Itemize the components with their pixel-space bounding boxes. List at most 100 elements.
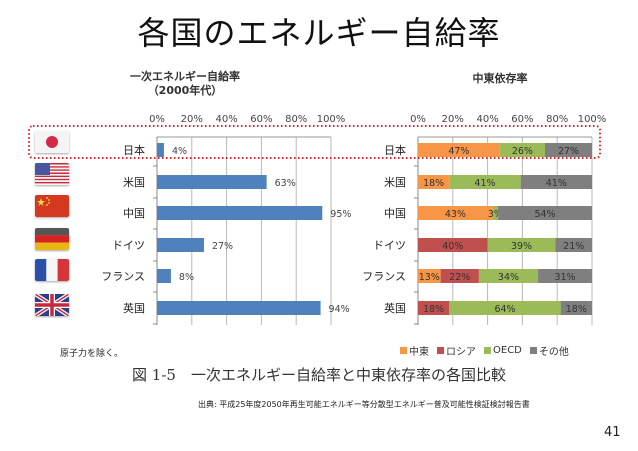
middle-east-dependency-segment: [560, 301, 592, 315]
self-sufficiency-bar: [157, 143, 164, 157]
middle-east-dependency-segment: [545, 143, 592, 157]
self-sufficiency-tick-label: 40%: [215, 114, 237, 125]
middle-east-dependency-segment: [487, 238, 556, 252]
legend-item: OECD: [484, 343, 522, 358]
legend-label: OECD: [493, 345, 522, 356]
self-sufficiency-data-label: 8%: [179, 272, 194, 283]
legend-swatch: [484, 347, 491, 354]
self-sufficiency-data-label: 95%: [330, 209, 351, 220]
middle-east-dependency-category-label: フランス: [362, 270, 406, 283]
self-sufficiency-bar: [157, 301, 321, 315]
middle-east-dependency-segment-label: 18%: [423, 178, 444, 189]
legend-label: 中東: [409, 347, 429, 358]
middle-east-dependency-category-label: ドイツ: [373, 239, 406, 252]
self-sufficiency-chart-title: 一次エネルギー自給率 （2000年代）: [100, 70, 270, 98]
self-sufficiency-data-label: 4%: [172, 146, 187, 157]
middle-east-dependency-tick-label: 80%: [546, 114, 568, 125]
page-title: 各国のエネルギー自給率: [137, 14, 501, 52]
self-sufficiency-title-text: 一次エネルギー自給率: [130, 70, 240, 83]
japan-flag-icon: [35, 131, 69, 153]
chart-legend: 中東 ロシア OECD その他: [400, 343, 569, 358]
middle-east-dependency-segment-label: 43%: [445, 209, 466, 220]
middle-east-dependency-segment-label: 18%: [566, 304, 587, 315]
middle-east-dependency-segment: [555, 238, 592, 252]
self-sufficiency-category-label: 日本: [123, 143, 145, 157]
middle-east-dependency-segment-label: 18%: [423, 304, 444, 315]
middle-east-dependency-tick-label: 20%: [442, 114, 464, 125]
self-sufficiency-category-label: ドイツ: [112, 239, 145, 252]
legend-swatch: [400, 347, 407, 354]
middle-east-dependency-chart-title: 中東依存率: [472, 72, 528, 85]
usa-flag-icon: [35, 163, 69, 185]
middle-east-dependency-segment: [418, 175, 450, 189]
middle-east-dependency-segment-label: 64%: [494, 304, 515, 315]
self-sufficiency-tick-label: 60%: [250, 114, 272, 125]
uk-flag-icon: [35, 294, 69, 316]
middle-east-dependency-segment-label: 41%: [474, 178, 495, 189]
middle-east-dependency-segment-label: 21%: [563, 241, 584, 252]
china-flag-icon: [35, 195, 69, 217]
middle-east-dependency-segment: [492, 206, 499, 220]
figure-caption: 図 1-5 一次エネルギー自給率と中東依存率の各国比較: [132, 366, 506, 384]
middle-east-dependency-segment: [538, 269, 592, 283]
middle-east-dependency-segment-label: 31%: [554, 272, 575, 283]
self-sufficiency-bar: [157, 206, 323, 220]
legend-swatch: [437, 347, 444, 354]
self-sufficiency-tick-label: 20%: [181, 114, 203, 125]
self-sufficiency-data-label: 27%: [212, 241, 233, 252]
self-sufficiency-bar: [157, 238, 204, 252]
self-sufficiency-tick-label: 80%: [285, 114, 307, 125]
self-sufficiency-category-label: 米国: [123, 176, 145, 189]
middle-east-dependency-segment-label: 26%: [512, 146, 533, 157]
germany-flag-icon: [35, 228, 69, 250]
page-number: 41: [604, 425, 621, 440]
self-sufficiency-tick-label: 0%: [149, 114, 165, 125]
middle-east-dependency-segment-label: 3%: [488, 209, 503, 220]
middle-east-dependency-segment-label: 34%: [498, 272, 519, 283]
middle-east-dependency-segment: [449, 175, 521, 189]
middle-east-dependency-segment: [440, 269, 479, 283]
middle-east-dependency-segment: [478, 269, 539, 283]
middle-east-dependency-segment: [418, 269, 441, 283]
source-citation: 出典: 平成25年度2050年再生可能エネルギー等分散型エネルギー普及可能性検証…: [198, 400, 530, 409]
self-sufficiency-subtitle-text: （2000年代）: [147, 84, 223, 97]
middle-east-dependency-category-label: 中国: [384, 207, 406, 220]
self-sufficiency-category-label: 英国: [123, 301, 145, 315]
middle-east-dependency-segment: [418, 206, 493, 220]
middle-east-dependency-tick-label: 100%: [578, 114, 607, 125]
self-sufficiency-data-label: 63%: [275, 178, 296, 189]
middle-east-dependency-segment: [418, 143, 500, 157]
middle-east-dependency-category-label: 米国: [384, 176, 406, 189]
legend-label: その他: [538, 347, 569, 358]
self-sufficiency-bar: [157, 175, 267, 189]
france-flag-icon: [35, 259, 69, 281]
middle-east-dependency-segment-label: 41%: [546, 178, 567, 189]
footnote: 原子力を除く。: [60, 349, 124, 359]
legend-item: ロシア: [437, 343, 476, 358]
middle-east-dependency-segment-label: 13%: [419, 272, 440, 283]
legend-label: ロシア: [446, 347, 476, 358]
self-sufficiency-category-label: 中国: [123, 207, 145, 220]
middle-east-dependency-segment-label: 54%: [534, 209, 555, 220]
self-sufficiency-data-label: 94%: [329, 304, 350, 315]
legend-item: その他: [529, 343, 569, 358]
middle-east-dependency-segment: [520, 175, 592, 189]
middle-east-dependency-category-label: 英国: [384, 301, 406, 315]
middle-east-dependency-segment: [498, 206, 592, 220]
middle-east-dependency-segment-label: 22%: [449, 272, 470, 283]
middle-east-dependency-tick-label: 40%: [476, 114, 498, 125]
middle-east-dependency-segment: [418, 238, 488, 252]
self-sufficiency-tick-label: 100%: [317, 114, 346, 125]
legend-item: 中東: [400, 343, 429, 358]
middle-east-dependency-segment-label: 27%: [558, 146, 579, 157]
legend-swatch: [529, 347, 537, 354]
middle-east-dependency-tick-label: 0%: [410, 114, 426, 125]
self-sufficiency-category-label: フランス: [101, 270, 145, 283]
middle-east-dependency-category-label: 日本: [384, 143, 406, 157]
middle-east-dependency-tick-label: 60%: [511, 114, 533, 125]
middle-east-dependency-segment-label: 40%: [442, 241, 463, 252]
middle-east-dependency-segment: [449, 301, 561, 315]
middle-east-dependency-segment: [499, 143, 546, 157]
japan-highlight-box: [28, 125, 601, 159]
